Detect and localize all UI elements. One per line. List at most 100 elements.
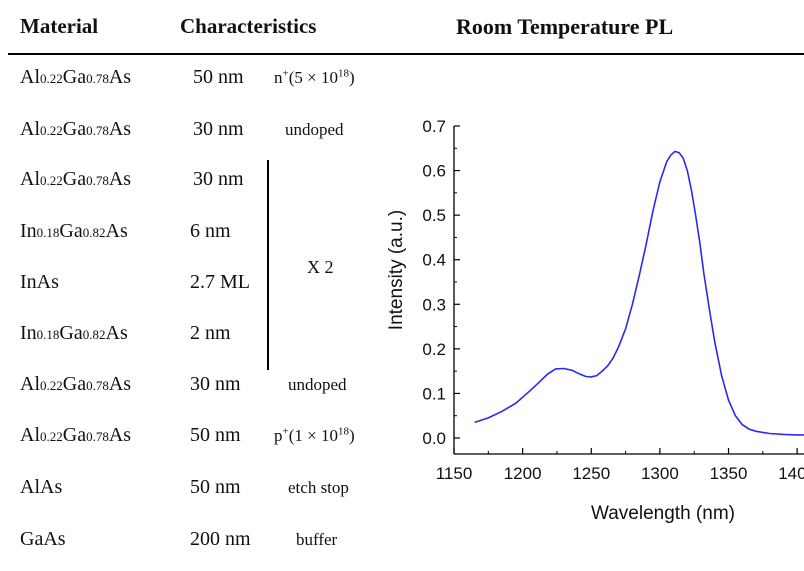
material-fraction: 0.78 bbox=[86, 71, 109, 86]
material-fraction: 0.78 bbox=[86, 429, 109, 444]
y-tick-label: 0.0 bbox=[422, 429, 446, 448]
layer-thickness: 50 nm bbox=[190, 476, 241, 498]
y-tick-label: 0.1 bbox=[422, 384, 446, 403]
material-end: As bbox=[108, 66, 132, 88]
layer-material: Al0.22Ga0.78As bbox=[20, 66, 131, 89]
layer-note: undoped bbox=[288, 375, 347, 395]
x-axis-label: Wavelength (nm) bbox=[591, 503, 735, 524]
material-mid: Ga bbox=[59, 220, 83, 242]
material-fraction: 0.22 bbox=[40, 429, 63, 444]
x-tick-label: 1250 bbox=[572, 464, 610, 483]
characteristics-header: Characteristics bbox=[180, 14, 317, 38]
material-base: Al bbox=[20, 168, 40, 190]
material-end: As bbox=[108, 373, 132, 395]
layer-thickness: 50 nm bbox=[193, 66, 244, 88]
y-tick-label: 0.3 bbox=[422, 295, 446, 314]
material-mid: Ga bbox=[62, 66, 87, 88]
material-base: Al bbox=[20, 66, 40, 88]
layer-thickness: 30 nm bbox=[190, 373, 241, 395]
material-end: As bbox=[105, 322, 128, 344]
layer-material: Al0.22Ga0.78As bbox=[20, 424, 131, 447]
x-tick-label: 1300 bbox=[641, 464, 679, 483]
material-end: As bbox=[108, 168, 132, 190]
material-end: As bbox=[108, 118, 132, 140]
material-base: AlAs bbox=[20, 476, 63, 498]
y-tick-label: 0.4 bbox=[422, 251, 446, 270]
note-text: undoped bbox=[285, 120, 344, 139]
doping-close: ) bbox=[348, 68, 355, 87]
repeat-label: X 2 bbox=[307, 257, 334, 277]
layer-material: InAs bbox=[20, 271, 59, 294]
material-base: In bbox=[20, 220, 37, 242]
material-base: In bbox=[20, 322, 37, 344]
doping-sign: + bbox=[282, 67, 289, 80]
material-base: Al bbox=[20, 373, 40, 395]
note-text: buffer bbox=[296, 530, 338, 549]
header-rule bbox=[8, 53, 804, 55]
material-fraction: 0.22 bbox=[40, 173, 63, 188]
layer-thickness: 6 nm bbox=[190, 220, 231, 242]
material-fraction: 0.82 bbox=[82, 327, 106, 342]
material-header: Material bbox=[20, 14, 99, 38]
material-fraction: 0.22 bbox=[40, 378, 63, 393]
material-mid: Ga bbox=[62, 168, 87, 190]
layer-thickness: 2.7 ML bbox=[190, 271, 250, 293]
x-tick-label: 1350 bbox=[710, 464, 748, 483]
layer-note: n+(5 × 1018) bbox=[274, 68, 355, 88]
material-base: GaAs bbox=[20, 528, 66, 550]
layer-material: Al0.22Ga0.78As bbox=[20, 118, 131, 141]
layer-thickness: 2 nm bbox=[190, 322, 231, 344]
x-tick-label: 1400 bbox=[778, 464, 804, 483]
layer-material: Al0.22Ga0.78As bbox=[20, 373, 131, 396]
doping-type: p bbox=[274, 426, 283, 445]
layer-material: In0.18Ga0.82As bbox=[20, 220, 128, 243]
material-fraction: 0.18 bbox=[36, 327, 60, 342]
layer-thickness: 30 nm bbox=[193, 118, 244, 140]
material-fraction: 0.82 bbox=[82, 225, 106, 240]
layer-thickness: 50 nm bbox=[190, 424, 241, 446]
doping-level: (1 × 10 bbox=[288, 426, 338, 445]
y-axis-label: Intensity (a.u.) bbox=[386, 210, 407, 330]
layer-note: etch stop bbox=[288, 478, 349, 498]
y-tick-label: 0.7 bbox=[422, 117, 446, 136]
layer-thickness: 200 nm bbox=[190, 528, 251, 550]
y-tick-label: 0.5 bbox=[422, 206, 446, 225]
doping-level: (5 × 10 bbox=[288, 68, 338, 87]
pl-spectrum-line bbox=[474, 150, 804, 436]
material-fraction: 0.78 bbox=[86, 173, 109, 188]
layer-material: In0.18Ga0.82As bbox=[20, 322, 128, 345]
material-base: Al bbox=[20, 424, 40, 446]
y-tick-label: 0.2 bbox=[422, 340, 446, 359]
material-fraction: 0.18 bbox=[36, 225, 60, 240]
doping-exponent: 18 bbox=[337, 425, 349, 438]
layer-material: AlAs bbox=[20, 476, 62, 499]
material-mid: Ga bbox=[62, 118, 87, 140]
material-fraction: 0.78 bbox=[86, 123, 109, 138]
material-end: As bbox=[108, 424, 132, 446]
repeat-bracket bbox=[267, 160, 269, 370]
layer-note: buffer bbox=[296, 530, 337, 550]
note-text: undoped bbox=[288, 375, 347, 394]
layer-material: Al0.22Ga0.78As bbox=[20, 168, 131, 191]
pl-header: Room Temperature PL bbox=[456, 14, 674, 39]
material-end: As bbox=[105, 220, 128, 242]
material-mid: Ga bbox=[59, 322, 83, 344]
doping-exponent: 18 bbox=[337, 67, 349, 80]
material-fraction: 0.78 bbox=[86, 378, 109, 393]
material-fraction: 0.22 bbox=[40, 71, 63, 86]
note-text: etch stop bbox=[288, 478, 349, 497]
material-mid: Ga bbox=[62, 424, 87, 446]
material-mid: Ga bbox=[62, 373, 87, 395]
y-tick-label: 0.6 bbox=[422, 162, 446, 181]
material-base: InAs bbox=[20, 271, 59, 293]
layer-note: p+(1 × 1018) bbox=[274, 426, 355, 446]
doping-sign: + bbox=[282, 425, 289, 438]
material-base: Al bbox=[20, 118, 40, 140]
layer-thickness: 30 nm bbox=[193, 168, 244, 190]
layer-material: GaAs bbox=[20, 528, 66, 551]
material-fraction: 0.22 bbox=[40, 123, 63, 138]
doping-type: n bbox=[274, 68, 283, 87]
x-tick-label: 1200 bbox=[504, 464, 542, 483]
layer-note: undoped bbox=[285, 120, 344, 140]
